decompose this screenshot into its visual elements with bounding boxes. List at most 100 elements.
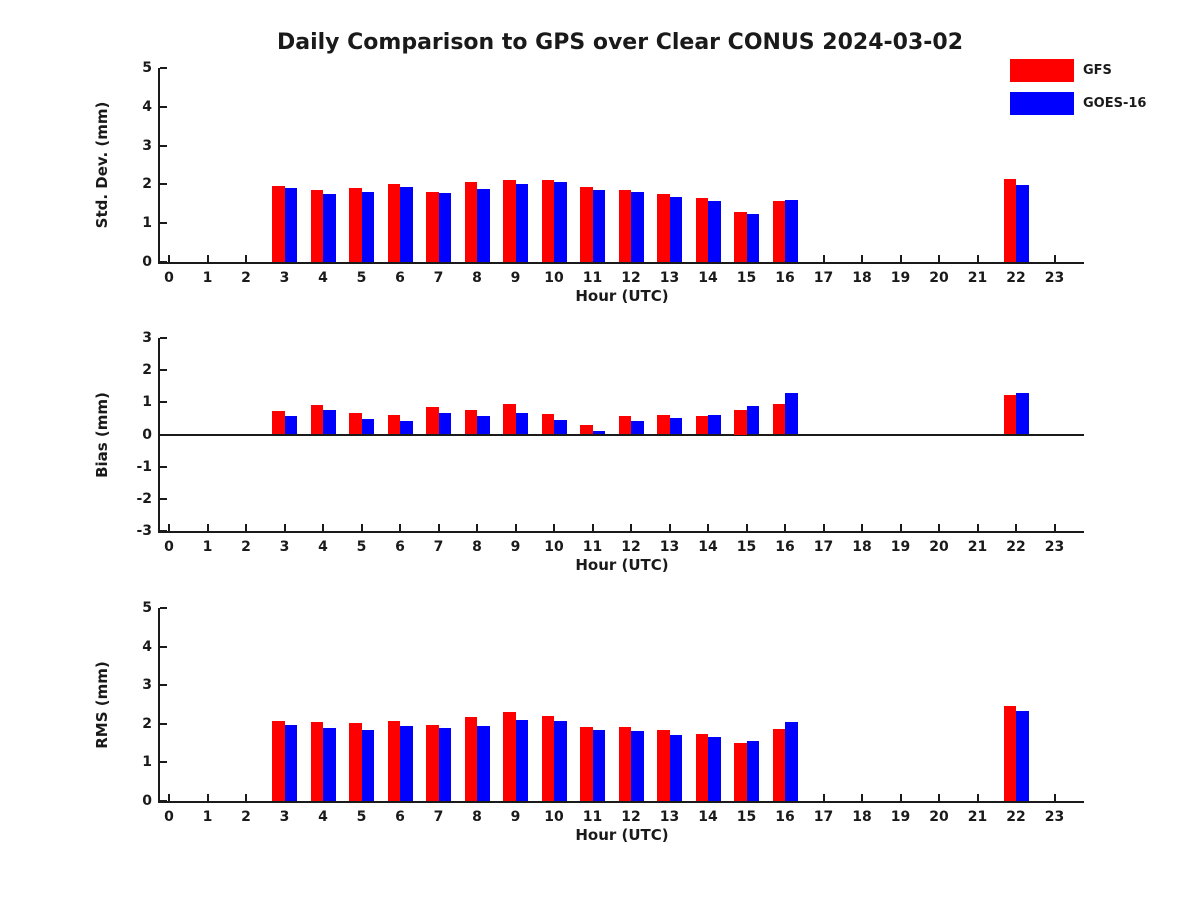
bar-gfs-hour-7 (426, 407, 439, 435)
x-tick-label: 3 (279, 270, 290, 286)
x-tick-label: 8 (472, 809, 482, 825)
bar-gfs-hour-12 (618, 190, 631, 262)
y-tick-label: 3 (142, 137, 152, 154)
y-tick-label: 1 (142, 754, 152, 771)
x-tick-label: 6 (395, 809, 405, 825)
bar-goes-16-hour-15 (746, 405, 759, 435)
x-tick-label: 20 (929, 539, 949, 555)
y-tick-mark (160, 261, 167, 263)
x-tick-label: 5 (356, 270, 367, 286)
bar-gfs-hour-13 (657, 194, 670, 262)
x-tick-mark (938, 524, 940, 531)
x-tick-label: 19 (890, 270, 911, 286)
y-tick-label: 1 (142, 394, 152, 411)
bar-goes-16-hour-4 (323, 410, 336, 435)
x-tick-label: 0 (164, 270, 174, 286)
bar-goes-16-hour-12 (631, 192, 644, 262)
x-tick-mark (1053, 255, 1056, 262)
bar-gfs-hour-14 (695, 733, 708, 801)
x-tick-mark (168, 255, 170, 262)
x-tick-label: 23 (1044, 809, 1065, 825)
bar-goes-16-hour-8 (477, 415, 490, 435)
bar-gfs-hour-16 (772, 200, 785, 262)
x-tick-mark (861, 524, 863, 531)
y-tick-label: 2 (142, 715, 152, 732)
x-tick-label: 13 (659, 809, 680, 825)
x-tick-label: 16 (775, 809, 795, 825)
y-tick-mark (160, 607, 167, 609)
x-tick-label: 11 (582, 539, 603, 555)
bar-goes-16-hour-4 (323, 194, 336, 262)
bar-gfs-hour-12 (618, 726, 631, 801)
x-tick-mark (707, 524, 709, 531)
x-tick-mark (553, 524, 555, 531)
x-tick-label: 6 (395, 270, 405, 286)
x-tick-label: 6 (395, 539, 405, 555)
x-tick-mark (861, 255, 863, 262)
bar-gfs-hour-22 (1003, 394, 1016, 435)
bar-gfs-hour-16 (772, 729, 785, 801)
x-tick-label: 5 (356, 539, 367, 555)
goes16-color-swatch (1010, 92, 1074, 115)
x-tick-label: 22 (1006, 809, 1026, 825)
x-tick-mark (514, 524, 517, 531)
bar-gfs-hour-4 (310, 190, 323, 262)
bar-goes-16-hour-8 (477, 725, 490, 801)
y-tick-mark (160, 144, 167, 147)
y-tick-mark (160, 222, 167, 225)
bar-goes-16-hour-13 (669, 418, 682, 435)
bar-goes-16-hour-11 (592, 729, 605, 801)
bar-gfs-hour-11 (580, 726, 593, 801)
bar-goes-16-hour-22 (1016, 185, 1029, 262)
bar-goes-16-hour-3 (284, 416, 297, 435)
x-tick-label: 7 (433, 809, 444, 825)
y-tick-label: 5 (142, 60, 152, 76)
x-tick-label: 13 (659, 539, 680, 555)
bar-goes-16-hour-3 (284, 724, 297, 801)
bar-goes-16-hour-14 (708, 736, 721, 801)
x-tick-mark (168, 524, 170, 531)
y-tick-mark (160, 369, 167, 372)
bar-gfs-hour-11 (580, 187, 593, 262)
x-tick-mark (476, 524, 478, 531)
bar-goes-16-hour-22 (1016, 711, 1029, 801)
x-tick-label: 18 (852, 809, 872, 825)
bar-gfs-hour-3 (272, 185, 285, 262)
bar-gfs-hour-22 (1003, 705, 1016, 801)
x-tick-label: 5 (356, 809, 367, 825)
subplot-bias: Bias (mm) Hour (UTC) -3 -2 -1 0 1 2 3 0 1 2 3 4 5 6 7 8… (93, 330, 1084, 574)
x-tick-label: 7 (433, 270, 444, 286)
x-tick-label: 4 (318, 809, 328, 825)
x-tick-mark (784, 524, 786, 531)
rms-y-axis-label: RMS (mm) (93, 660, 111, 749)
y-tick-label: 0 (142, 254, 152, 270)
x-tick-label: 9 (510, 809, 521, 825)
x-tick-mark (1015, 524, 1017, 531)
x-tick-mark (399, 524, 401, 531)
bar-goes-16-hour-10 (554, 182, 567, 262)
legend-label-goes16: GOES-16 (1083, 96, 1147, 111)
subplot-rms: RMS (mm) Hour (UTC) 0 1 2 3 4 5 0 1 2 3 4 5 6 7 8 9 10 11… (93, 600, 1084, 844)
x-tick-label: 21 (967, 809, 988, 825)
bar-goes-16-hour-5 (361, 192, 374, 262)
legend-item-goes16: GOES-16 (1010, 92, 1146, 115)
bar-goes-16-hour-6 (400, 725, 413, 801)
x-tick-mark (206, 255, 209, 262)
chart-title: Daily Comparison to GPS over Clear CONUS… (276, 30, 964, 55)
x-tick-mark (861, 794, 863, 801)
bar-goes-16-hour-7 (438, 193, 451, 262)
x-tick-label: 14 (698, 539, 718, 555)
x-tick-mark (976, 794, 979, 801)
bar-gfs-hour-3 (272, 720, 285, 801)
bar-goes-16-hour-10 (554, 720, 567, 801)
bar-gfs-hour-8 (464, 410, 477, 435)
x-tick-label: 0 (164, 539, 174, 555)
x-tick-label: 18 (852, 270, 872, 286)
x-tick-label: 4 (318, 539, 328, 555)
x-tick-mark (360, 524, 363, 531)
x-tick-label: 15 (736, 270, 757, 286)
y-tick-mark (160, 722, 167, 725)
x-tick-label: 8 (472, 539, 482, 555)
std-dev-x-axis-label: Hour (UTC) (575, 287, 669, 305)
